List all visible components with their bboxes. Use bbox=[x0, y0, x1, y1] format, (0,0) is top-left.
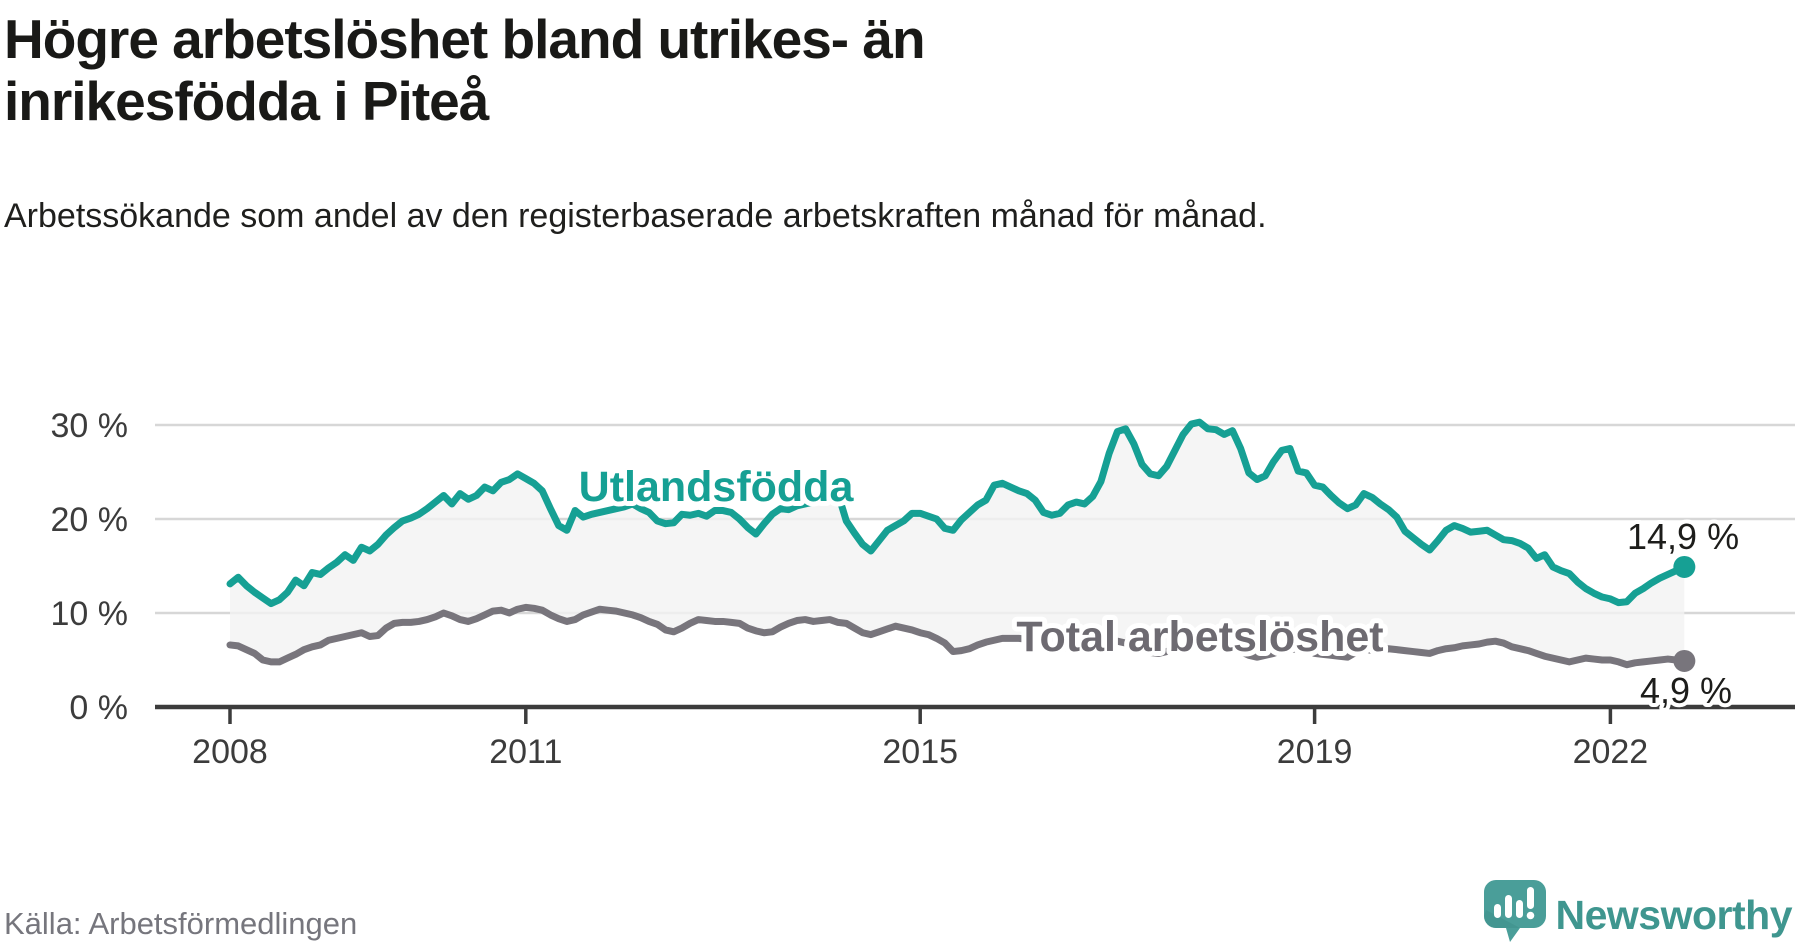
x-tick-label-2015: 2015 bbox=[882, 733, 958, 771]
newsworthy-logo-icon bbox=[1483, 880, 1546, 942]
end-value-label-utlandsfodda: 14,9 % bbox=[1627, 516, 1739, 557]
chart-subtitle: Arbetssökande som andel av den registerb… bbox=[4, 197, 1267, 235]
series-label-utlandsfodda: Utlandsfödda bbox=[579, 463, 855, 511]
title-line-1: Högre arbetslöshet bland utrikes- än bbox=[4, 8, 926, 70]
end-dot-total bbox=[1673, 649, 1696, 672]
y-tick-label-10: 10 % bbox=[51, 595, 129, 633]
x-tick-label-2022: 2022 bbox=[1573, 733, 1649, 771]
page-title: Högre arbetslöshet bland utrikes- än inr… bbox=[4, 8, 1504, 132]
source-note: Källa: Arbetsförmedlingen bbox=[4, 906, 358, 941]
newsworthy-brand: Newsworthy bbox=[1483, 880, 1793, 948]
x-tick-label-2019: 2019 bbox=[1277, 733, 1353, 771]
series-line-utlandsfodda bbox=[226, 418, 1688, 608]
y-tick-label-20: 20 % bbox=[51, 501, 129, 539]
series-label-total-arbetsloshet: Total arbetslöshet bbox=[1016, 613, 1383, 661]
newsworthy-brand-name: Newsworthy bbox=[1555, 891, 1793, 938]
end-dot-utlandsfodda bbox=[1673, 555, 1696, 578]
x-tick-label-2011: 2011 bbox=[489, 733, 562, 771]
series-line-total bbox=[226, 603, 1688, 669]
end-value-label-total: 4,9 % bbox=[1640, 670, 1732, 711]
y-tick-label-30: 30 % bbox=[51, 407, 129, 445]
y-tick-label-0: 0 % bbox=[69, 689, 128, 727]
x-tick-label-2008: 2008 bbox=[192, 733, 268, 771]
title-line-2: inrikesfödda i Piteå bbox=[4, 70, 489, 132]
gap-band-fill bbox=[230, 422, 1685, 665]
